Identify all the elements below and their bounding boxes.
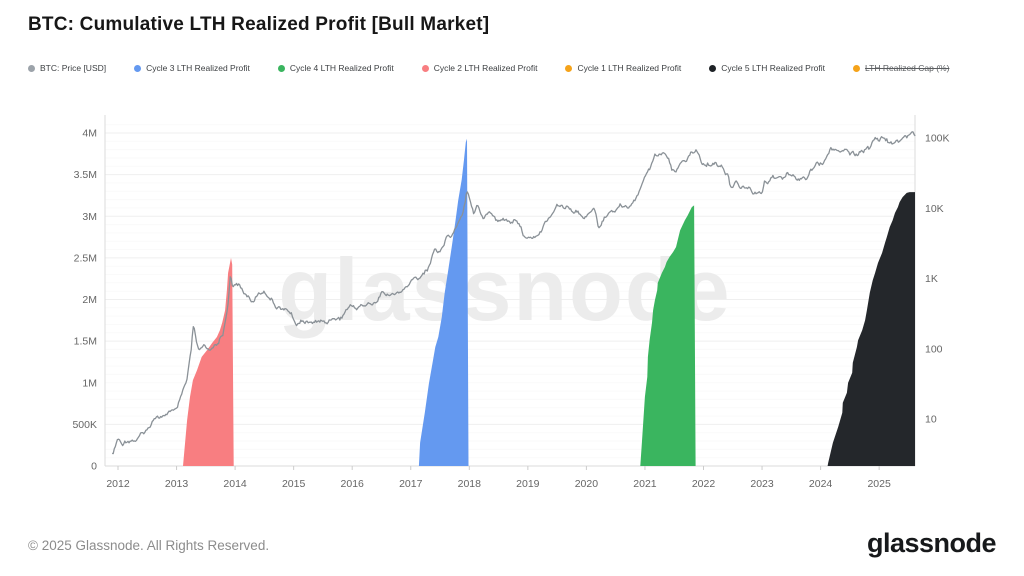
y-axis-right-tick-label: 10K [925, 203, 944, 215]
x-axis-tick-label: 2021 [633, 478, 657, 490]
legend-item-label: BTC: Price [USD] [40, 63, 107, 73]
y-axis-right-tick-label: 100K [925, 133, 950, 145]
legend-item-0[interactable]: BTC: Price [USD] [28, 63, 106, 73]
y-axis-right-tick-label: 10 [925, 414, 937, 426]
y-axis-left-tick-label: 1M [82, 377, 97, 389]
legend-item-5[interactable]: Cycle 5 LTH Realized Profit [709, 63, 825, 73]
legend-dot-icon [565, 64, 573, 72]
legend-dot-icon [709, 64, 717, 72]
glassnode-logo[interactable]: glassnode [866, 528, 997, 558]
x-axis-tick-label: 2024 [809, 478, 833, 490]
legend-item-label: Cycle 5 LTH Realized Profit [721, 63, 826, 73]
legend-dot-icon [277, 64, 285, 72]
legend-dot-icon [134, 64, 142, 72]
area-cycle-4-lth-realized-profit[interactable] [640, 205, 696, 466]
y-axis-left-tick-label: 1.5M [74, 336, 97, 348]
legend-item-label: LTH Realized Cap (%) [865, 63, 950, 73]
copyright-text: © 2025 Glassnode. All Rights Reserved. [28, 538, 270, 553]
area-cycle-5-lth-realized-profit[interactable] [827, 192, 915, 466]
legend-dot-icon [853, 64, 861, 72]
chart-legend: BTC: Price [USD] Cycle 3 LTH Realized Pro… [28, 63, 949, 73]
y-axis-left-tick-label: 3M [82, 211, 97, 223]
x-axis-tick-label: 2017 [399, 478, 423, 490]
legend-item-label: Cycle 3 LTH Realized Profit [146, 63, 250, 73]
legend-item-label: Cycle 4 LTH Realized Profit [289, 63, 394, 73]
y-axis-left-tick-label: 2M [82, 294, 97, 306]
legend-item-4[interactable]: Cycle 1 LTH Realized Profit [565, 63, 681, 73]
x-axis-tick-label: 2016 [341, 478, 365, 490]
x-axis-tick-label: 2019 [516, 478, 540, 490]
legend-item-3[interactable]: Cycle 2 LTH Realized Profit [421, 63, 538, 73]
legend-item-1[interactable]: Cycle 3 LTH Realized Profit [134, 63, 250, 73]
legend-dot-icon [421, 64, 429, 72]
x-axis-tick-label: 2013 [165, 478, 189, 490]
legend-item-6[interactable]: LTH Realized Cap (%) [853, 63, 949, 73]
x-axis-tick-label: 2018 [458, 478, 482, 490]
legend-dot-icon [28, 64, 35, 72]
x-axis-tick-label: 2015 [282, 478, 306, 490]
x-axis-tick-label: 2012 [106, 478, 130, 490]
area-cycle-2-lth-realized-profit[interactable] [183, 257, 234, 466]
legend-item-label: Cycle 1 LTH Realized Profit [577, 63, 682, 73]
y-axis-left-tick-label: 500K [72, 419, 97, 431]
chart-title: BTC: Cumulative LTH Realized Profit [Bul… [28, 14, 490, 35]
legend-item-2[interactable]: Cycle 4 LTH Realized Profit [277, 63, 394, 73]
x-axis-tick-label: 2025 [867, 478, 891, 490]
legend-item-label: Cycle 2 LTH Realized Profit [433, 63, 538, 73]
y-axis-right-tick-label: 1K [925, 273, 938, 285]
y-axis-left-tick-label: 3.5M [74, 169, 97, 181]
area-cycle-3-lth-realized-profit[interactable] [418, 138, 469, 467]
x-axis-tick-label: 2022 [692, 478, 716, 490]
y-axis-left-tick-label: 4M [82, 128, 97, 140]
x-axis-tick-label: 2014 [223, 478, 247, 490]
btc-price-line[interactable] [111, 131, 916, 455]
x-axis-tick-label: 2023 [750, 478, 774, 490]
x-axis-tick-label: 2020 [575, 478, 599, 490]
y-axis-left-tick-label: 0 [91, 461, 97, 473]
y-axis-left-tick-label: 2.5M [74, 252, 97, 264]
y-axis-right-tick-label: 100 [925, 343, 943, 355]
